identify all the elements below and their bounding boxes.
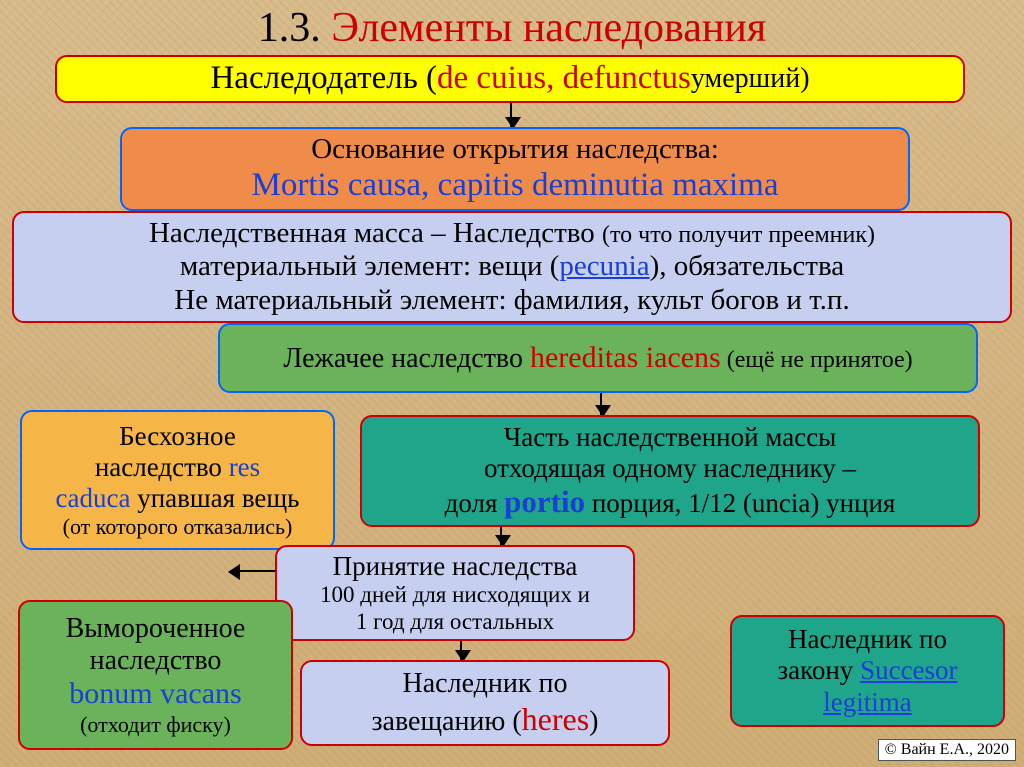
portio-l3c: порция, 1/12 (uncia) унция xyxy=(585,488,895,518)
arrow-4 xyxy=(460,641,462,660)
legitima-l2: закону Succesor xyxy=(777,655,957,686)
box-caduca: Бесхозное наследство res caduca упавшая … xyxy=(20,410,335,550)
heres-t1: Наследник по xyxy=(403,668,568,700)
legitima-l3[interactable]: legitima xyxy=(823,687,911,718)
heres-t2c: ) xyxy=(589,706,598,737)
testator-post: умерший) xyxy=(691,63,810,95)
mass-l2-link[interactable]: pecunia xyxy=(559,250,649,282)
portio-l1: Часть наследственной массы xyxy=(504,422,837,453)
basis-line2: Mortis causa, capitis deminutia maxima xyxy=(252,167,779,205)
slide-title: 1.3. Элементы наследования xyxy=(0,4,1024,52)
box-heres: Наследник по завещанию (heres) xyxy=(300,660,670,746)
iacens-line: Лежачее наследство hereditas iacens (ещё… xyxy=(283,341,912,376)
testator-pre: Наследодатель ( xyxy=(210,60,437,98)
box-basis: Основание открытия наследства: Mortis ca… xyxy=(120,127,910,211)
title-text: Элементы наследования xyxy=(331,5,766,51)
iacens-t2: (ещё не принятое) xyxy=(721,347,913,373)
portio-l2: отходящая одному наследнику – xyxy=(484,453,856,484)
mass-l2b: ), обязательства xyxy=(650,250,845,282)
caduca-l3: caduca упавшая вещь xyxy=(56,483,300,514)
testator-latin: de cuius, defunctus xyxy=(437,60,691,98)
accept-l2: 100 дней для нисходящих и xyxy=(320,582,590,608)
portio-l3: доля portio порция, 1/12 (uncia) унция xyxy=(445,484,896,520)
legitima-l2b[interactable]: Succesor xyxy=(860,655,957,685)
accept-l3: 1 год для остальных xyxy=(356,609,554,635)
caduca-l2a: наследство xyxy=(95,452,229,482)
mass-l1a: Наследственная масса – Наследство xyxy=(149,217,602,249)
arrow-2 xyxy=(600,393,602,415)
arrow-left-1 xyxy=(230,570,275,572)
accept-l1: Принятие наследства xyxy=(333,551,578,582)
mass-l3: Не материальный элемент: фамилия, культ … xyxy=(174,284,849,317)
basis-line1: Основание открытия наследства: xyxy=(311,133,719,166)
arrow-1 xyxy=(510,103,512,127)
legitima-l2a: закону xyxy=(777,655,860,685)
heres-t2: завещанию (heres) xyxy=(371,701,598,738)
iacens-t1: Лежачее наследство xyxy=(283,343,530,374)
heres-t2a: завещанию ( xyxy=(371,706,521,737)
iacens-latin: hereditas iacens xyxy=(530,341,721,374)
box-iacens: Лежачее наследство hereditas iacens (ещё… xyxy=(218,323,978,393)
caduca-l2: наследство res xyxy=(95,452,260,483)
box-mass: Наследственная масса – Наследство (то чт… xyxy=(12,211,1012,323)
vacans-l2: наследство xyxy=(90,645,222,677)
caduca-l2b: res xyxy=(229,452,260,482)
mass-l1b: (то что получит преемник) xyxy=(602,222,875,248)
caduca-l3b: упавшая вещь xyxy=(130,483,299,513)
title-number: 1.3. xyxy=(258,5,321,51)
heres-t2b: heres xyxy=(522,701,590,737)
vacans-l4: (отходит фиску) xyxy=(80,712,231,737)
box-legitima: Наследник по закону Succesor legitima xyxy=(730,615,1005,727)
vacans-l1: Вымороченное xyxy=(66,613,246,645)
box-vacans: Вымороченное наследство bonum vacans (от… xyxy=(18,600,293,750)
portio-l3a: доля xyxy=(445,488,505,518)
vacans-l3: bonum vacans xyxy=(69,677,241,712)
arrow-3 xyxy=(500,527,502,545)
mass-l1: Наследственная масса – Наследство (то чт… xyxy=(149,217,875,250)
box-testator: Наследодатель ( de cuius, defunctus умер… xyxy=(55,55,965,103)
mass-l2: материальный элемент: вещи (pecunia), об… xyxy=(180,250,844,283)
box-accept: Принятие наследства 100 дней для нисходя… xyxy=(275,545,635,641)
caduca-l3a: caduca xyxy=(56,483,131,513)
legitima-l1: Наследник по xyxy=(788,624,947,655)
portio-l3b: portio xyxy=(504,484,585,519)
caduca-l4: (от которого отказались) xyxy=(63,514,293,539)
box-portio: Часть наследственной массы отходящая одн… xyxy=(360,415,980,527)
caduca-l1: Бесхозное xyxy=(119,421,236,452)
copyright-label: © Вайн Е.А., 2020 xyxy=(878,739,1016,761)
mass-l2a: материальный элемент: вещи ( xyxy=(180,250,560,282)
